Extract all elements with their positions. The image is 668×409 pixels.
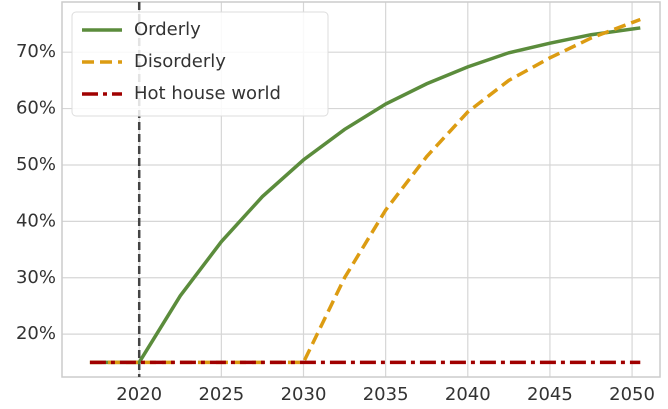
x-tick-label: 2040 <box>445 384 491 405</box>
line <box>89 26 641 365</box>
x-tick-label: 2035 <box>363 384 409 405</box>
x-tick-label: 2020 <box>116 384 162 405</box>
y-tick-label: 50% <box>16 154 56 175</box>
x-tick-label: 2050 <box>609 384 655 405</box>
plot-border <box>61 1 661 378</box>
y-tick-label: 60% <box>16 98 56 119</box>
y-tick-label: 30% <box>16 267 56 288</box>
x-tick-label: 2025 <box>198 384 244 405</box>
y-tick-label: 40% <box>16 210 56 231</box>
legend-box <box>71 11 329 117</box>
legend-label: Disorderly <box>134 51 226 72</box>
y-tick-label: 70% <box>16 41 56 62</box>
x-tick-label: 2045 <box>527 384 573 405</box>
y-tick-label: 20% <box>16 323 56 344</box>
legend-label: Orderly <box>134 19 201 40</box>
legend-label: Hot house world <box>134 83 281 104</box>
x-tick-label: 2030 <box>281 384 327 405</box>
